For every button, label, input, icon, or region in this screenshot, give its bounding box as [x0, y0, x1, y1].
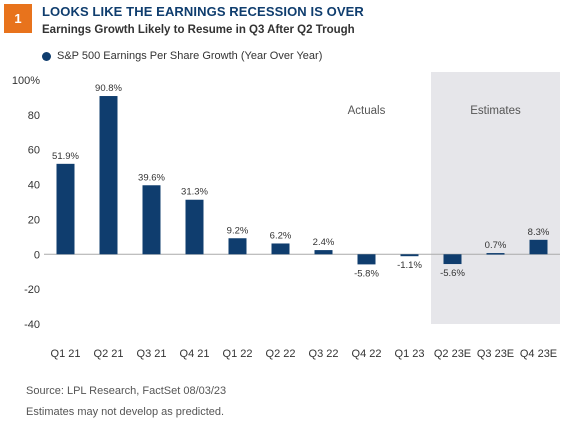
x-tick-label: Q2 22	[266, 348, 296, 360]
bar	[529, 239, 548, 255]
bar	[99, 96, 118, 255]
bar-value-label: 2.4%	[313, 237, 335, 248]
bar	[185, 199, 204, 255]
bar-value-label: 6.2%	[270, 230, 292, 241]
x-tick-label: Q4 21	[180, 348, 210, 360]
bar	[400, 254, 419, 257]
x-tick-label: Q4 22	[352, 348, 382, 360]
bar	[228, 238, 247, 255]
legend-marker	[42, 51, 51, 61]
bar	[142, 185, 161, 255]
figure-number-badge: 1	[4, 4, 32, 33]
bar	[357, 254, 376, 265]
x-tick-label: Q4 23E	[520, 348, 557, 360]
bar	[56, 163, 75, 255]
bar-value-label: -1.1%	[397, 260, 422, 271]
bar-value-label: -5.6%	[440, 268, 465, 279]
y-tick-label: -40	[24, 319, 40, 331]
chart-subtitle: Earnings Growth Likely to Resume in Q3 A…	[42, 24, 355, 36]
bar-value-label: 39.6%	[138, 172, 165, 183]
bar	[443, 254, 462, 265]
y-tick-label: -20	[24, 284, 40, 296]
bar	[486, 253, 505, 255]
chart-title: LOOKS LIKE THE EARNINGS RECESSION IS OVE…	[42, 4, 364, 19]
x-tick-label: Q1 22	[223, 348, 253, 360]
x-tick-label: Q1 21	[51, 348, 81, 360]
bar-value-label: 51.9%	[52, 151, 79, 162]
legend-label: S&P 500 Earnings Per Share Growth (Year …	[57, 50, 323, 62]
bar-value-label: 9.2%	[227, 225, 249, 236]
source-note: Source: LPL Research, FactSet 08/03/23	[26, 385, 227, 397]
x-tick-label: Q3 23E	[477, 348, 514, 360]
x-tick-label: Q3 21	[137, 348, 167, 360]
bar-value-label: 8.3%	[528, 227, 550, 238]
y-tick-label: 40	[28, 180, 40, 192]
x-tick-label: Q2 21	[94, 348, 124, 360]
y-tick-label: 20	[28, 214, 40, 226]
y-tick-label: 80	[28, 110, 40, 122]
x-tick-label: Q3 22	[309, 348, 339, 360]
bar-value-label: 31.3%	[181, 187, 208, 198]
x-tick-label: Q1 23	[395, 348, 425, 360]
x-tick-label: Q2 23E	[434, 348, 471, 360]
bar-value-label: 90.8%	[95, 83, 122, 94]
bar	[271, 243, 290, 255]
y-tick-label: 100%	[12, 75, 40, 87]
estimates-region	[431, 72, 560, 324]
y-tick-label: 0	[34, 249, 40, 261]
region-label-actuals: Actuals	[348, 105, 386, 117]
disclaimer-note: Estimates may not develop as predicted.	[26, 406, 225, 418]
bar-value-label: 0.7%	[485, 240, 507, 251]
bar-chart: Actuals Estimates -40 -20 0 20 40 60 80 100% 51.9%…	[12, 72, 560, 360]
y-tick-label: 60	[28, 145, 40, 157]
chart-legend: S&P 500 Earnings Per Share Growth (Year …	[42, 50, 322, 62]
bar	[314, 250, 333, 255]
bar-value-label: -5.8%	[354, 268, 379, 279]
region-label-estimates: Estimates	[470, 105, 521, 117]
